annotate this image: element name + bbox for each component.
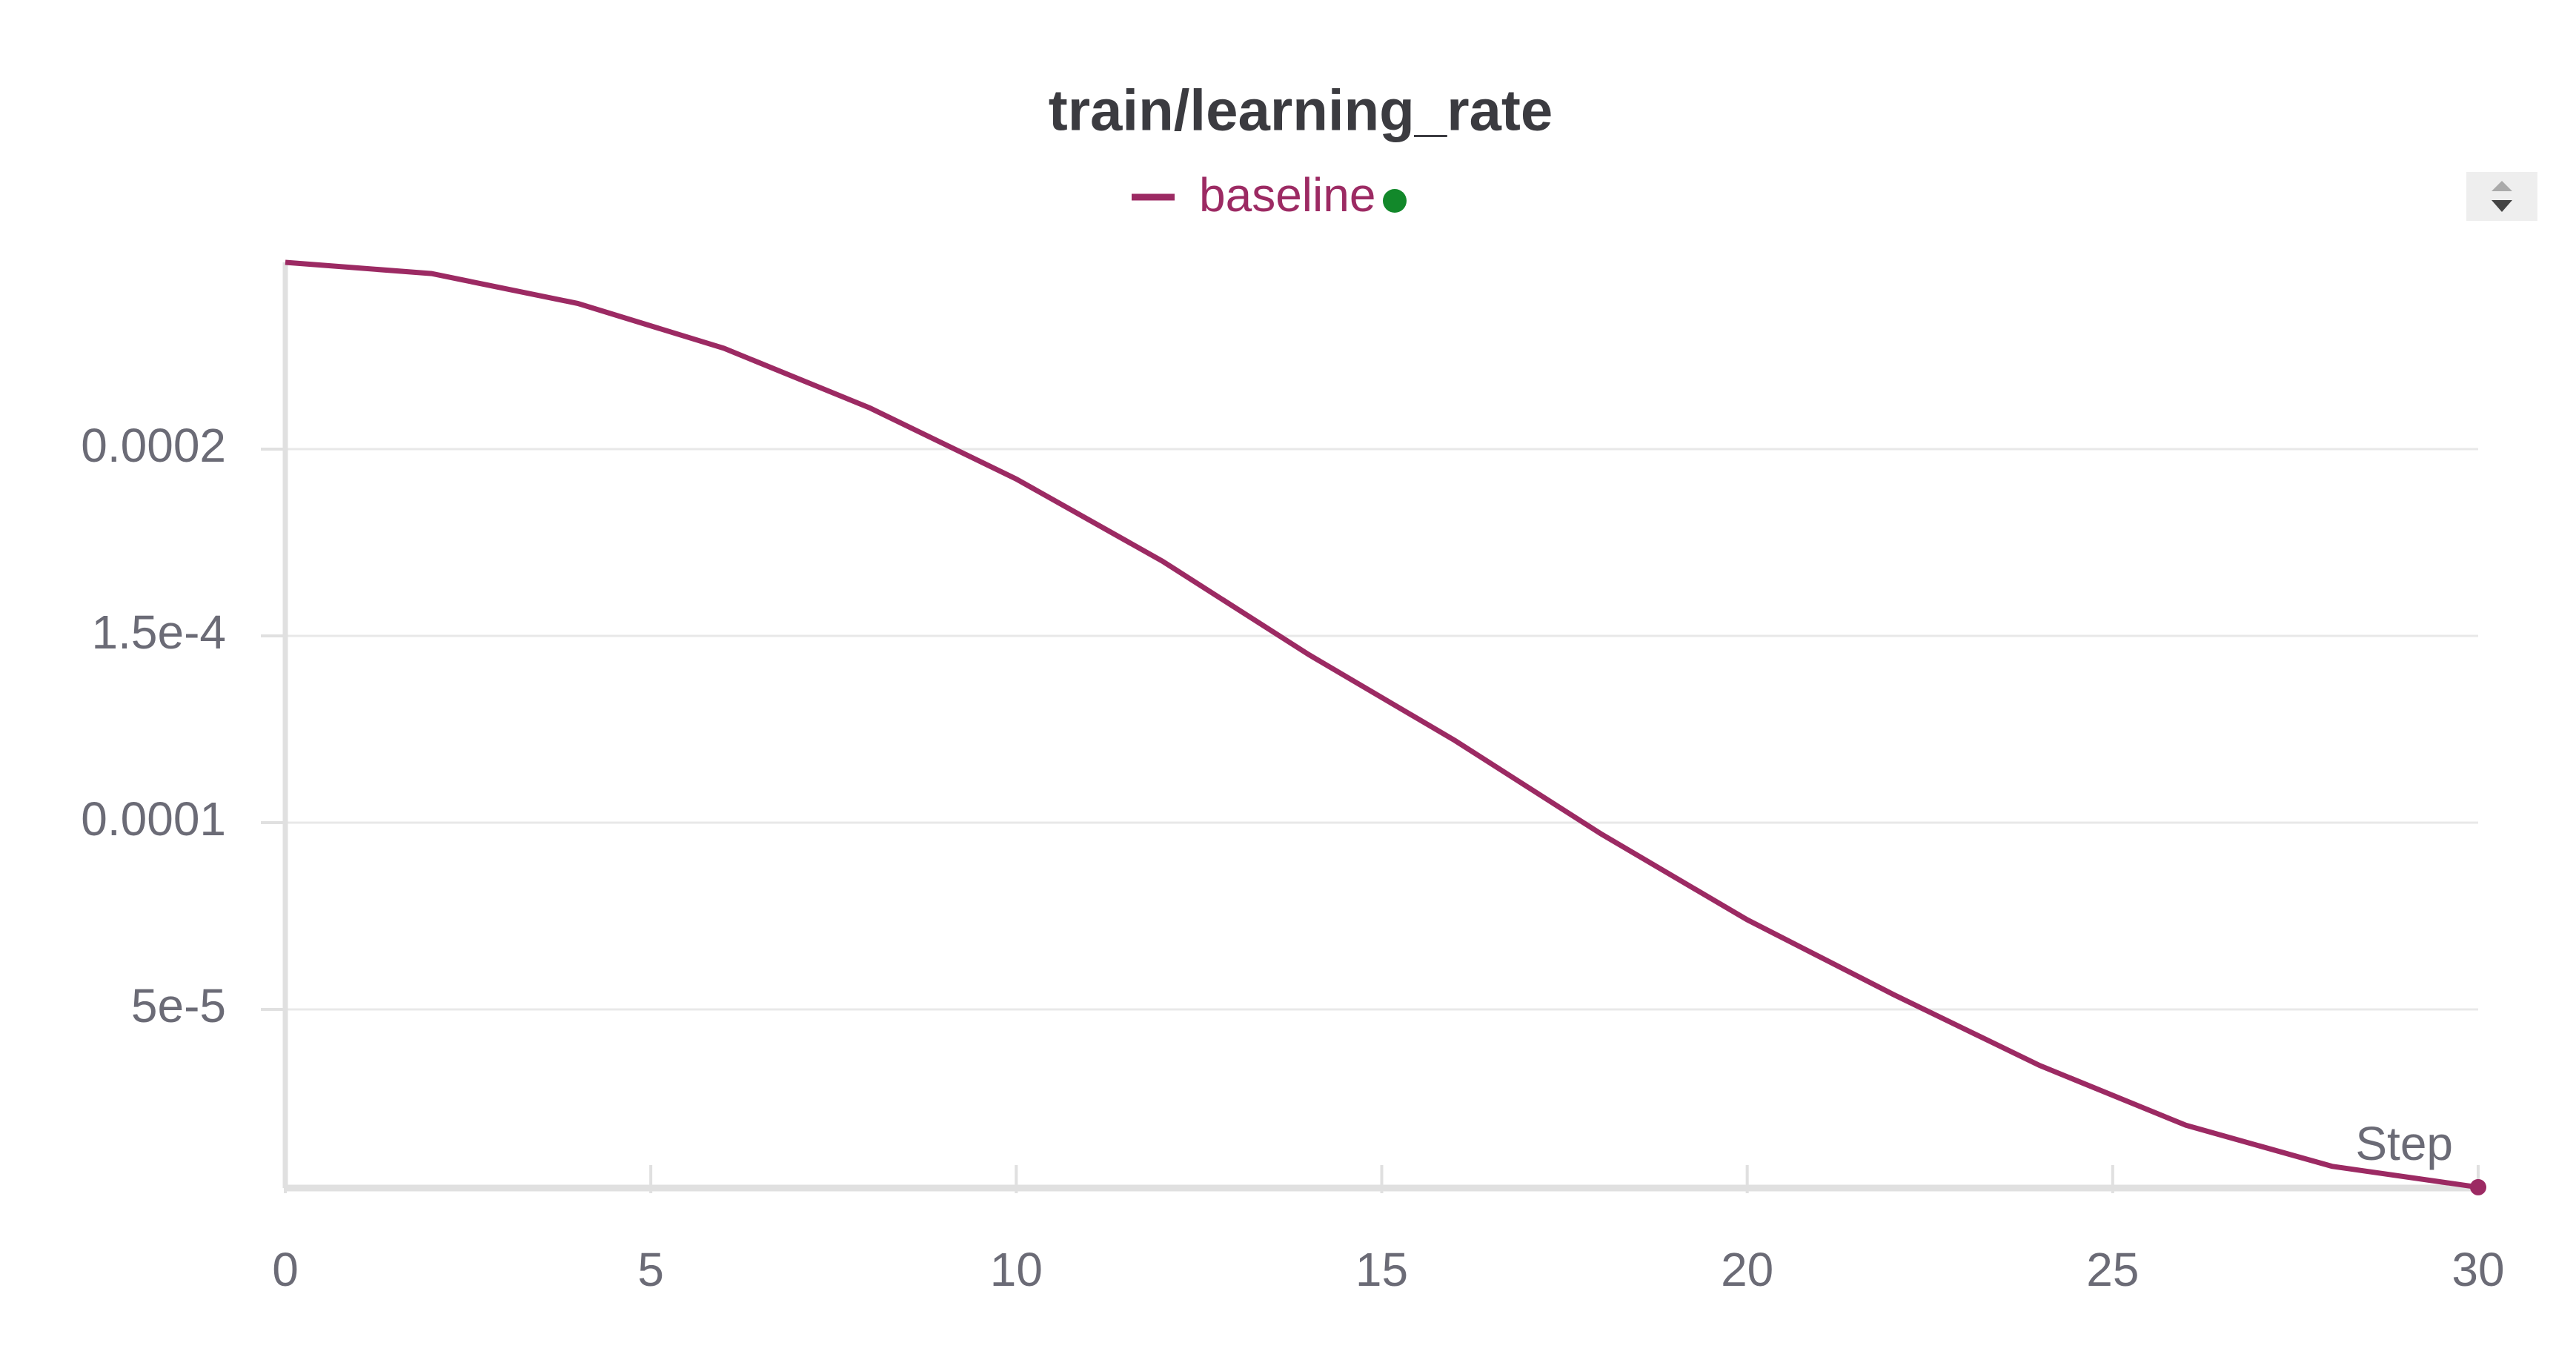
x-tick-label: 15 <box>1355 1243 1408 1296</box>
y-tick-label: 0.0002 <box>81 419 226 472</box>
run-status-dot <box>1383 189 1407 213</box>
scroll-down[interactable] <box>2492 200 2512 212</box>
x-tick-label: 5 <box>637 1243 664 1296</box>
legend-label: baseline <box>1199 168 1375 222</box>
scroll-control[interactable] <box>2466 172 2537 221</box>
x-tick-label: 25 <box>2086 1243 2139 1296</box>
series-line <box>285 259 2479 1190</box>
x-tick-label: 30 <box>2451 1243 2504 1296</box>
end-point <box>2470 1178 2486 1195</box>
x-axis-label: Step <box>2355 1117 2453 1170</box>
y-tick-label: 1.5e-4 <box>92 605 226 659</box>
x-tick-label: 0 <box>272 1243 299 1296</box>
scroll-up[interactable] <box>2492 181 2512 191</box>
x-tick-label: 10 <box>990 1243 1043 1296</box>
y-tick-label: 0.0001 <box>81 792 226 846</box>
chart-title: train/learning_rate <box>1049 78 1553 143</box>
y-tick-label: 5e-5 <box>131 979 226 1032</box>
x-tick-label: 20 <box>1721 1243 1773 1296</box>
